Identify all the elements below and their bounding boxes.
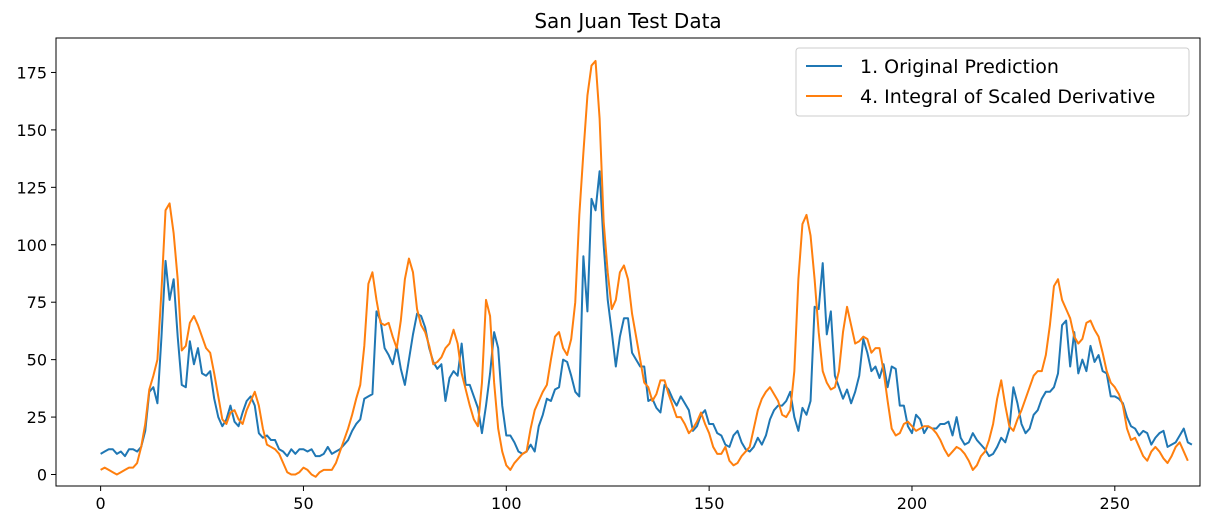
- legend-label-original-prediction: 1. Original Prediction: [860, 56, 1059, 78]
- y-tick-label: 125: [16, 178, 47, 197]
- y-tick-label: 50: [27, 351, 47, 370]
- x-tick-label: 0: [96, 494, 106, 512]
- x-tick-label: 50: [293, 494, 313, 512]
- y-tick-label: 0: [37, 466, 47, 485]
- y-tick-label: 100: [16, 236, 47, 255]
- y-tick-label: 25: [27, 408, 47, 427]
- x-tick-label: 150: [694, 494, 725, 512]
- plot-layer: [100, 59, 1193, 478]
- series-line-integral-scaled-derivative: [100, 59, 1189, 478]
- x-tick-label: 100: [491, 494, 522, 512]
- axes-frame: [55, 37, 1201, 487]
- series-line-original-prediction: [100, 170, 1193, 458]
- y-tick-label: 175: [16, 63, 47, 82]
- x-tick-label: 250: [1100, 494, 1131, 512]
- legend-box: [795, 47, 1190, 117]
- y-tick-label: 75: [27, 293, 47, 312]
- axis-ticks: 0 50 100 150 200 250 0 25 50 75 100 125 150 175: [16, 63, 1130, 512]
- y-tick-label: 150: [16, 121, 47, 140]
- legend-label-integral-scaled-derivative: 4. Integral of Scaled Derivative: [860, 86, 1155, 108]
- legend: 1. Original Prediction 4. Integral of Sc…: [795, 47, 1190, 117]
- x-tick-label: 200: [897, 494, 928, 512]
- chart-title: San Juan Test Data: [534, 9, 721, 33]
